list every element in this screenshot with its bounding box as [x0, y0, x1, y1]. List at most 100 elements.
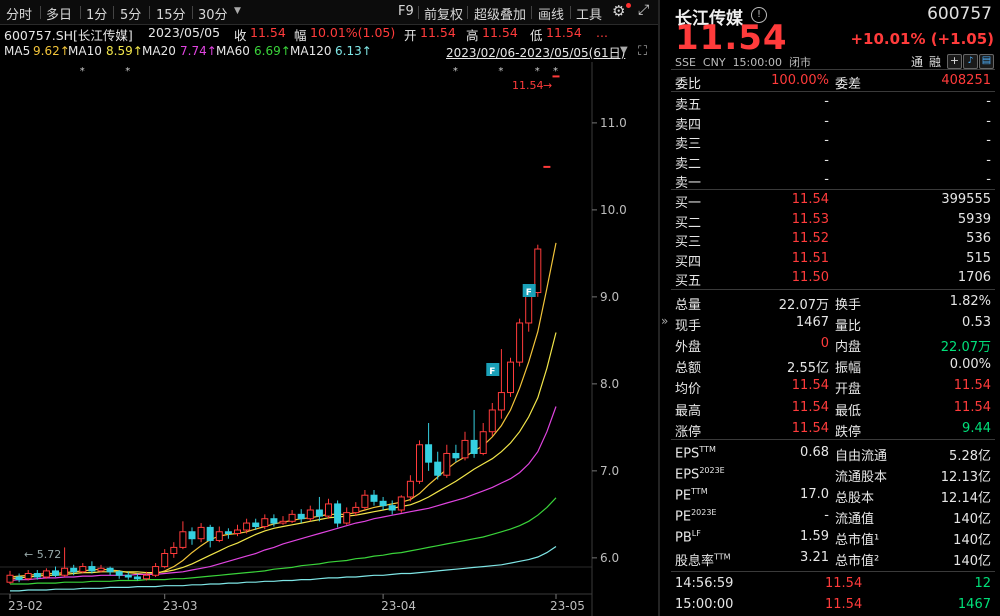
candle-body[interactable]	[224, 531, 232, 534]
gear-icon[interactable]: ⚙	[612, 2, 626, 20]
candle-body[interactable]	[306, 509, 314, 520]
stat-row: 涨停 11.54 跌停 9.44	[671, 419, 995, 440]
candle-body[interactable]	[61, 567, 69, 576]
candle-body[interactable]	[288, 513, 296, 522]
candle-body[interactable]	[106, 567, 114, 573]
fund-flow-flag-icon[interactable]	[522, 284, 536, 297]
tab-15min[interactable]: 15分	[156, 8, 186, 23]
candle-body[interactable]	[24, 573, 32, 580]
candle-body[interactable]	[470, 439, 478, 454]
candle-body[interactable]	[343, 512, 351, 524]
close-value: 11.54	[250, 25, 286, 40]
draw-button[interactable]: 画线	[538, 8, 565, 23]
candle-body[interactable]	[42, 570, 50, 578]
candle-body[interactable]	[70, 567, 78, 573]
toolbar-divider	[570, 6, 571, 19]
candle-body[interactable]	[425, 444, 433, 463]
candle-body[interactable]	[252, 522, 260, 528]
candle-body[interactable]	[88, 566, 96, 572]
kline-chart[interactable]: 11.0 10.0 9.0 8.0 7.0 6.0 23-02 23-03 23-04 23-0…	[0, 62, 658, 616]
candle-body[interactable]	[543, 165, 551, 168]
candle-body[interactable]	[197, 526, 205, 540]
overlay-button[interactable]: 超级叠加	[474, 8, 527, 23]
candle-body[interactable]	[479, 431, 487, 454]
candle-body[interactable]	[270, 518, 278, 524]
tab-30min[interactable]: 30分	[198, 8, 228, 23]
info-circle-icon[interactable]: !	[751, 7, 767, 23]
candle-body[interactable]	[206, 526, 214, 541]
period-dropdown-icon[interactable]: ▼	[234, 6, 241, 16]
candle-body[interactable]	[516, 322, 524, 363]
candle-body[interactable]	[370, 494, 378, 502]
candle-body[interactable]	[188, 531, 196, 540]
candle-body[interactable]	[406, 480, 414, 498]
stock-code: 600757	[927, 4, 992, 24]
candle-body[interactable]	[552, 75, 560, 78]
candle-body[interactable]	[315, 509, 323, 517]
candle-body[interactable]	[115, 571, 123, 576]
candle-body[interactable]	[133, 576, 141, 580]
candle-body[interactable]	[243, 522, 251, 531]
candle-body[interactable]	[497, 392, 505, 411]
candle-body[interactable]	[452, 452, 460, 459]
candle-body[interactable]	[297, 513, 305, 520]
candle-body[interactable]	[443, 452, 451, 476]
tab-1min[interactable]: 1分	[86, 8, 108, 23]
candle-body[interactable]	[507, 361, 514, 394]
candle-body[interactable]	[434, 461, 442, 476]
tab-intraday[interactable]: 分时	[6, 8, 33, 23]
collapse-panel-icon[interactable]: »	[661, 314, 669, 328]
event-star-icon[interactable]: *	[498, 66, 503, 77]
fund-flow-flag-icon[interactable]	[486, 363, 500, 376]
event-star-icon[interactable]: *	[535, 66, 540, 77]
event-star-icon[interactable]: *	[553, 66, 558, 77]
candle-body[interactable]	[215, 531, 223, 541]
panel-divider[interactable]	[658, 0, 660, 616]
tools-button[interactable]: 工具	[576, 8, 603, 23]
candle-body[interactable]	[534, 248, 542, 294]
candle-body[interactable]	[461, 439, 469, 459]
candle-body[interactable]	[33, 573, 41, 578]
candle-body[interactable]	[124, 574, 132, 578]
candle-body[interactable]	[352, 506, 360, 514]
range-dropdown-icon[interactable]: ▼	[620, 45, 628, 56]
tab-multiday[interactable]: 多日	[46, 8, 73, 23]
candle-body[interactable]	[488, 409, 496, 433]
candle-body[interactable]	[170, 546, 178, 555]
expand-icon[interactable]: ⤢	[638, 2, 650, 18]
list-icon[interactable]: ▤	[979, 54, 994, 69]
candle-body[interactable]	[361, 494, 369, 508]
candle-body[interactable]	[15, 576, 23, 581]
candle-body[interactable]	[97, 567, 105, 572]
candle-body[interactable]	[234, 529, 241, 534]
candle-body[interactable]	[261, 518, 269, 528]
candle-body[interactable]	[152, 566, 160, 576]
plus-icon[interactable]: +	[947, 54, 962, 69]
f9-button[interactable]: F9	[398, 4, 414, 19]
fundamental-name: PE	[675, 488, 692, 504]
candle-body[interactable]	[325, 503, 332, 517]
candle-body[interactable]	[52, 570, 59, 576]
candle-body[interactable]	[397, 496, 405, 511]
candle-body[interactable]	[279, 520, 287, 524]
tab-5min[interactable]: 5分	[120, 8, 142, 23]
candle-body[interactable]	[6, 574, 14, 583]
candle-body[interactable]	[334, 503, 342, 524]
candle-body[interactable]	[161, 553, 169, 568]
event-star-icon[interactable]: *	[80, 66, 85, 77]
candle-body[interactable]	[143, 574, 150, 580]
event-star-icon[interactable]: *	[453, 66, 458, 77]
bell-icon[interactable]: ♪	[963, 54, 978, 69]
adjust-button[interactable]: 前复权	[424, 8, 464, 23]
bid-price: 11.51	[791, 250, 829, 266]
candle-body[interactable]	[416, 444, 423, 482]
candle-body[interactable]	[379, 500, 387, 507]
event-star-icon[interactable]: *	[125, 66, 130, 77]
date-range[interactable]: 2023/02/06-2023/05/05(61日)	[446, 46, 626, 60]
more-indicator[interactable]: ...	[596, 25, 608, 40]
candle-body[interactable]	[179, 531, 187, 548]
fullscreen-icon[interactable]: ⛶	[638, 44, 648, 59]
candle-body[interactable]	[79, 566, 87, 573]
order-diff-value: 408251	[941, 73, 991, 88]
candle-body[interactable]	[388, 505, 396, 511]
